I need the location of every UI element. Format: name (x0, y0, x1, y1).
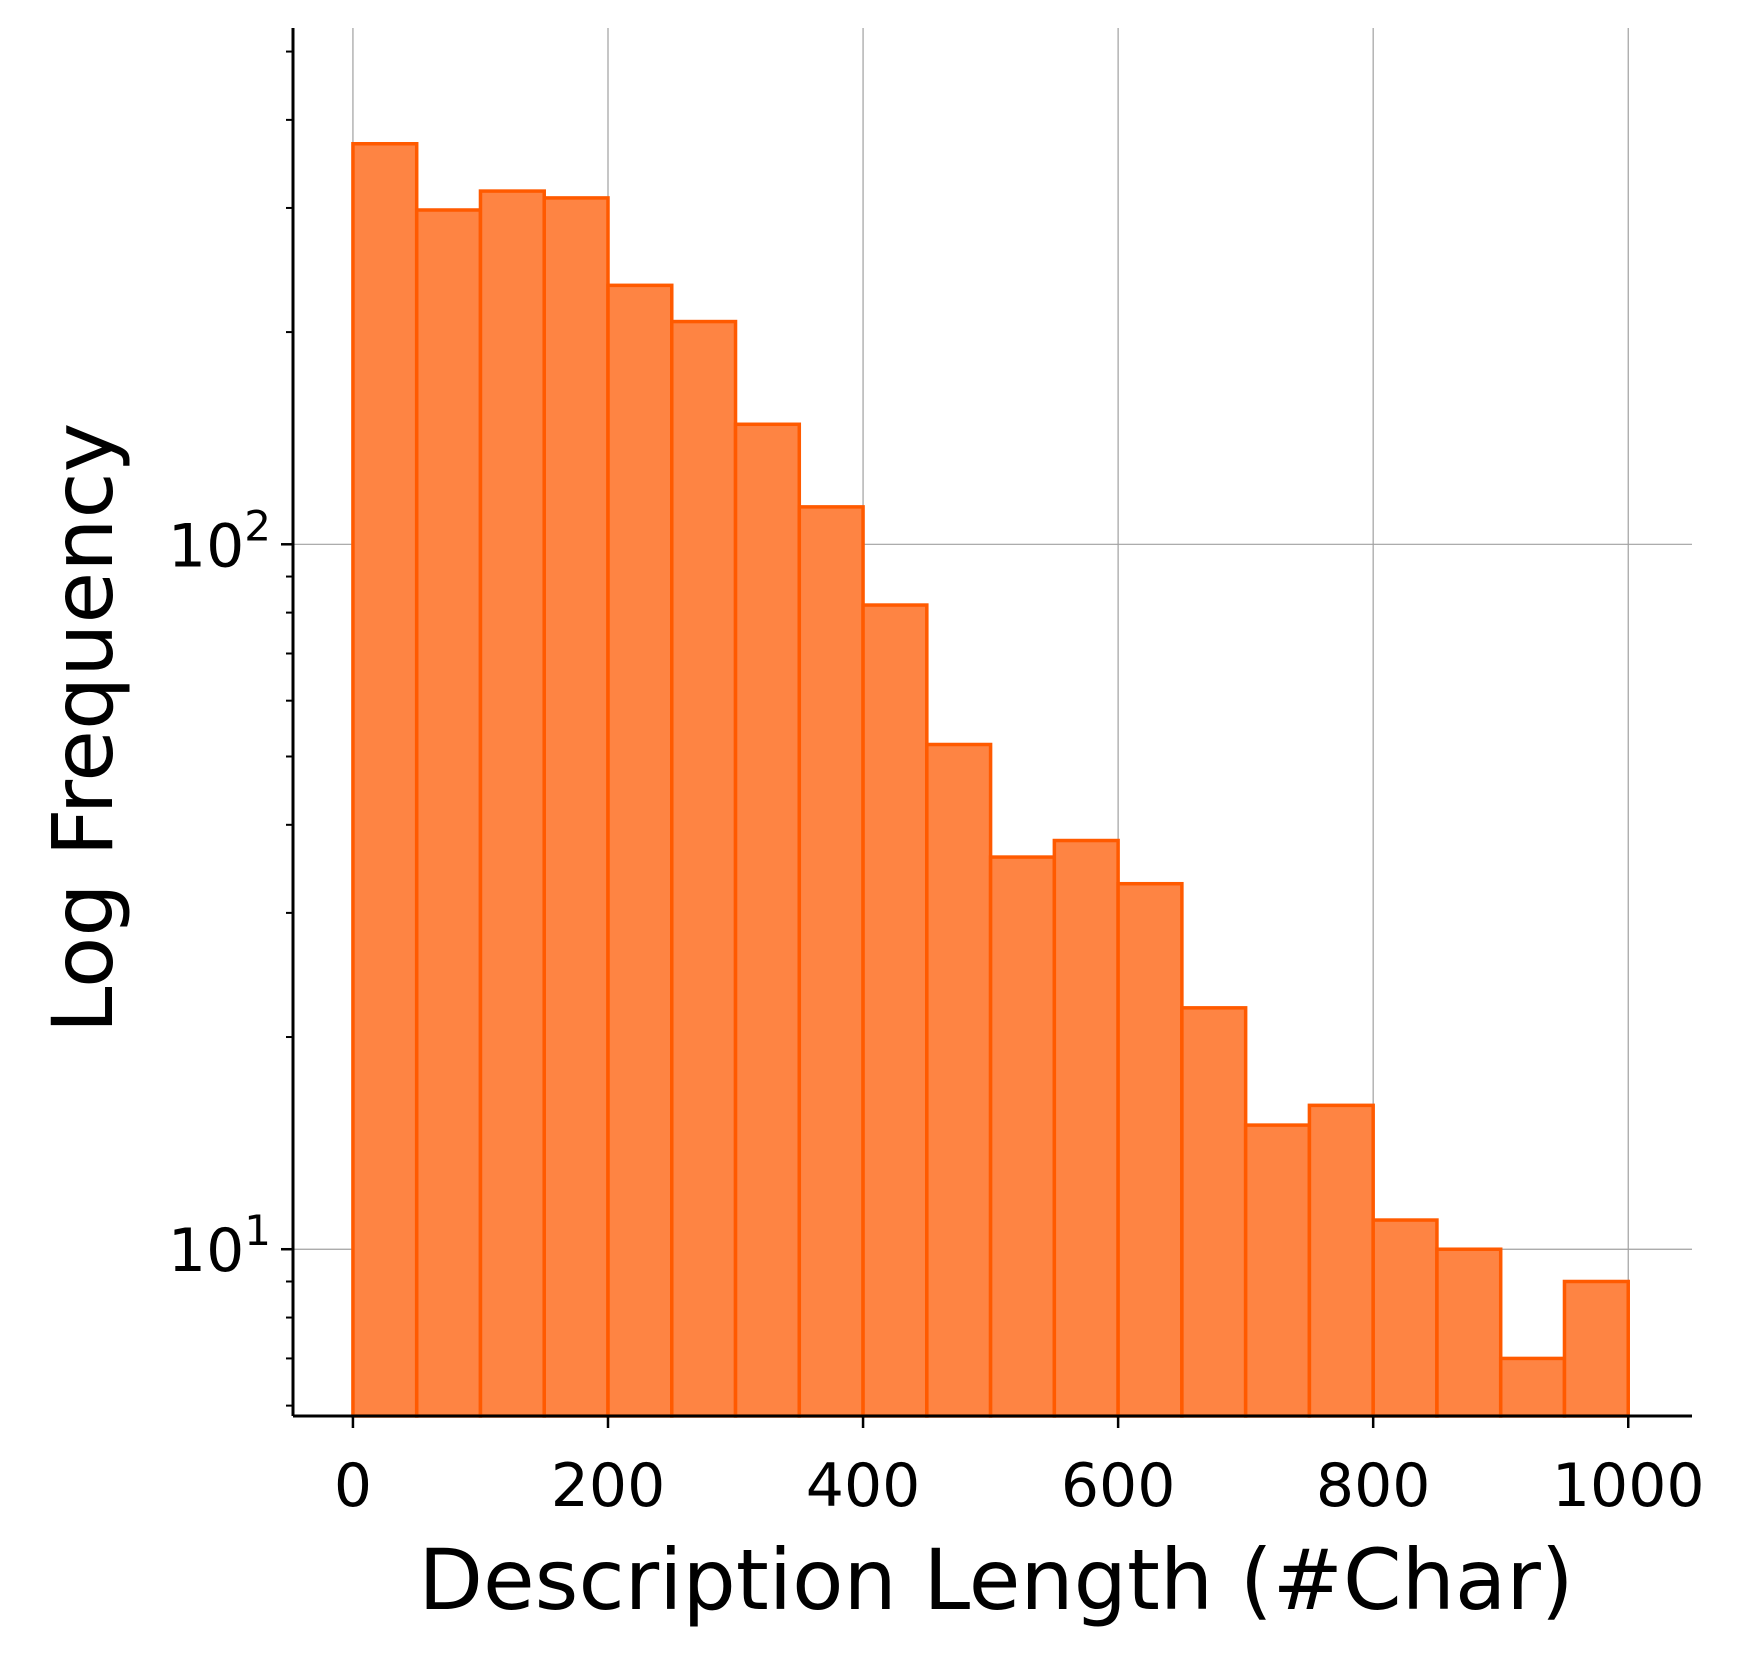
x-tick-label: 0 (334, 1451, 372, 1521)
histogram-bar (925, 742, 993, 1418)
histogram-bar (733, 422, 802, 1418)
x-tick-label: 800 (1316, 1451, 1431, 1521)
histogram-bar (797, 505, 865, 1418)
histogram-bar (478, 189, 546, 1418)
histogram-bar (1052, 838, 1120, 1418)
y-tick-label: 102 (168, 501, 271, 581)
histogram-bar (670, 319, 738, 1418)
histogram-bar (1243, 1123, 1312, 1418)
x-tick-label: 400 (806, 1451, 921, 1521)
histogram-bar (351, 141, 419, 1418)
y-tick-label: 101 (168, 1206, 271, 1286)
histogram-bar (1435, 1247, 1503, 1418)
x-axis-title: Description Length (#Char) (418, 1531, 1573, 1629)
histogram-bar (1371, 1218, 1439, 1418)
histogram-bar (414, 208, 483, 1418)
bars (351, 141, 1630, 1418)
histogram-bar (1498, 1356, 1567, 1418)
y-axis-title: Log Frequency (34, 423, 132, 1034)
histogram-bar (606, 283, 674, 1418)
histogram-bar (1180, 1006, 1248, 1418)
histogram-bar (861, 603, 929, 1418)
histogram-bar (1562, 1279, 1630, 1418)
histogram-bar (1307, 1103, 1375, 1418)
histogram-bar (988, 855, 1057, 1418)
histogram-bar (542, 196, 610, 1418)
ticks: 0 200 400 600 800 1000 101 102 (168, 50, 1705, 1521)
x-tick-label: 200 (551, 1451, 666, 1521)
axes (291, 28, 1692, 1418)
x-tick-label: 1000 (1552, 1451, 1705, 1521)
x-tick-label: 600 (1061, 1451, 1176, 1521)
histogram-bar (1116, 881, 1184, 1418)
